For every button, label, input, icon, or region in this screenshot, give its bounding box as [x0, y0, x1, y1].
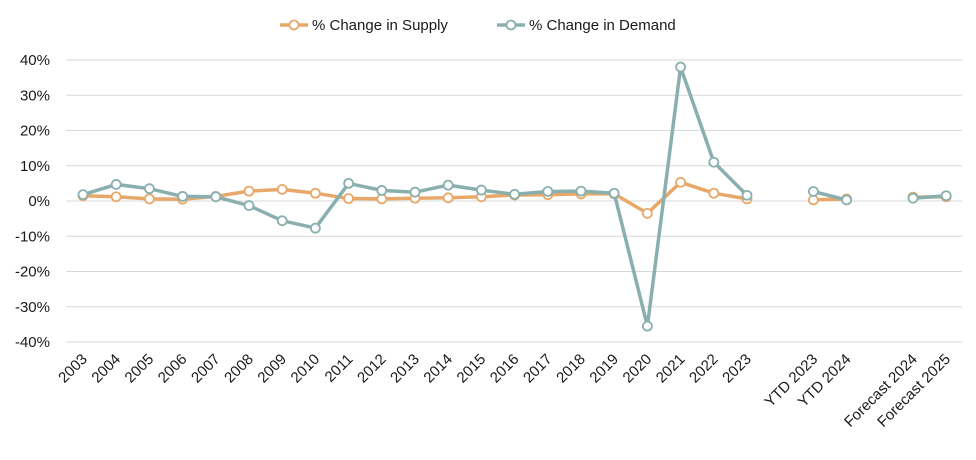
data-point	[276, 183, 288, 195]
y-tick-label: 20%	[20, 123, 50, 140]
x-tick-label: 2019	[586, 351, 622, 387]
data-point	[276, 215, 288, 227]
x-tick-label: 2011	[322, 351, 357, 386]
data-point	[940, 190, 952, 202]
x-axis-tick-labels: 2003200420052006200720082009201020112012…	[55, 351, 954, 431]
y-tick-label: -20%	[15, 264, 50, 281]
data-point	[675, 61, 686, 73]
data-point	[309, 222, 321, 234]
data-point	[708, 156, 720, 168]
data-point	[442, 192, 454, 204]
y-tick-label: 40%	[20, 52, 50, 69]
x-tick-label: 2014	[420, 351, 456, 387]
legend-item: % Change in Demand	[497, 17, 676, 34]
x-tick-label: 2012	[354, 351, 390, 387]
data-point	[210, 191, 222, 203]
data-point	[177, 191, 189, 202]
x-tick-label: 2016	[487, 351, 523, 387]
x-tick-label: 2021	[653, 351, 689, 387]
data-point	[841, 194, 852, 206]
x-tick-label: 2009	[254, 351, 290, 387]
data-point	[110, 179, 122, 190]
data-point	[907, 192, 919, 204]
data-point	[509, 188, 520, 200]
y-tick-label: 0%	[28, 193, 50, 210]
x-tick-label: 2022	[686, 351, 722, 387]
legend-label: % Change in Supply	[312, 17, 448, 34]
data-point	[575, 185, 587, 197]
data-point	[143, 193, 155, 205]
data-point	[243, 185, 255, 197]
data-point	[376, 185, 388, 196]
x-tick-label: 2015	[454, 351, 490, 387]
x-tick-label: 2018	[553, 351, 589, 387]
data-point	[110, 191, 122, 203]
x-tick-label: 2006	[155, 351, 191, 387]
data-point	[143, 183, 155, 195]
data-point	[642, 207, 653, 219]
data-point	[309, 187, 321, 199]
data-point	[409, 186, 421, 198]
data-point	[243, 200, 255, 211]
y-tick-label: 30%	[20, 87, 50, 104]
x-tick-label: 2005	[122, 351, 158, 387]
legend-marker-icon	[288, 19, 300, 31]
x-tick-label: 2003	[55, 351, 91, 387]
data-point	[343, 193, 355, 204]
x-tick-label: 2020	[620, 351, 656, 387]
x-tick-label: 2008	[221, 351, 257, 387]
data-point	[608, 187, 620, 199]
y-tick-label: -40%	[15, 334, 50, 351]
x-tick-label: 2017	[520, 351, 556, 387]
legend-item: % Change in Supply	[280, 17, 448, 34]
data-point	[442, 179, 454, 191]
series-lines	[77, 61, 952, 332]
y-tick-label: 10%	[20, 158, 50, 175]
data-point	[77, 189, 89, 201]
data-point	[542, 186, 554, 197]
x-tick-label: 2004	[88, 351, 124, 387]
legend-marker-icon	[505, 19, 517, 31]
data-point	[343, 177, 355, 189]
data-point	[741, 189, 753, 201]
data-point	[708, 187, 720, 199]
data-point	[475, 184, 487, 196]
y-tick-label: -10%	[15, 228, 50, 245]
x-tick-label: 2010	[288, 351, 324, 387]
x-tick-label: 2013	[387, 351, 423, 387]
series-line	[911, 193, 948, 200]
x-tick-label: 2007	[188, 351, 224, 387]
series-line	[811, 189, 849, 202]
data-point	[642, 320, 653, 332]
y-tick-label: -30%	[15, 299, 50, 316]
data-point	[675, 176, 686, 188]
data-point	[808, 186, 819, 197]
series-1	[77, 61, 952, 332]
x-tick-label: 2023	[719, 351, 755, 387]
legend-label: % Change in Demand	[529, 17, 676, 34]
y-axis-tick-labels: -40% -30% -20% -10% 0% 10% 20% 30% 40%	[15, 52, 50, 351]
legend: % Change in Supply % Change in Demand	[280, 17, 676, 34]
